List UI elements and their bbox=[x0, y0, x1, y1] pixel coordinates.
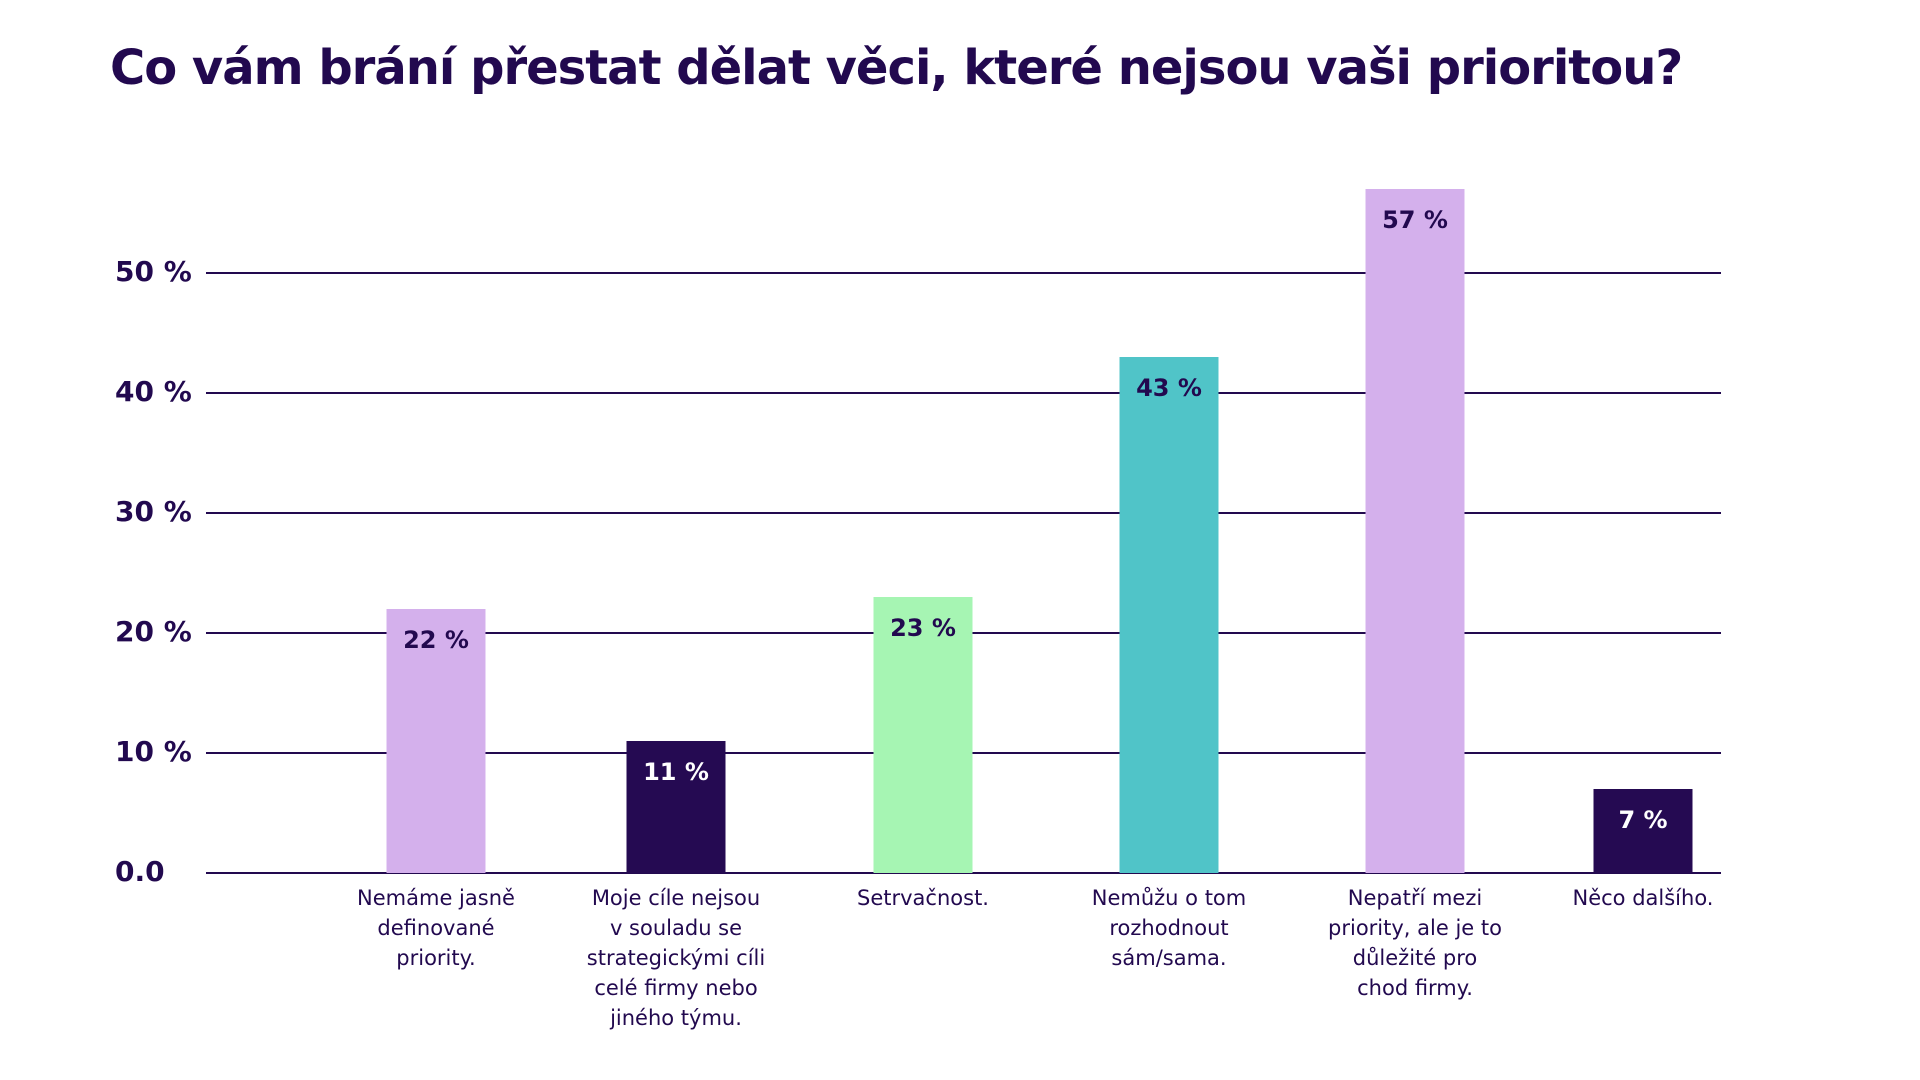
data-label: 23 % bbox=[890, 614, 956, 642]
x-tick-label: Nemůžu o tom rozhodnout sám/sama. bbox=[1091, 886, 1247, 970]
y-tick-label: 0.0 bbox=[115, 855, 165, 888]
x-tick-label: Moje cíle nejsou v souladu se strategick… bbox=[586, 886, 766, 1030]
bar bbox=[1593, 789, 1693, 873]
x-tick-label: Nepatří mezi priority, ale je to důležit… bbox=[1328, 886, 1502, 1000]
data-label: 43 % bbox=[1136, 374, 1202, 402]
data-label: 7 % bbox=[1618, 806, 1667, 834]
bar bbox=[1119, 357, 1219, 873]
chart-title: Co vám brání přestat dělat věci, které n… bbox=[110, 40, 1683, 96]
bar bbox=[386, 609, 486, 873]
data-label: 22 % bbox=[403, 626, 469, 654]
y-tick-label: 40 % bbox=[115, 375, 192, 408]
bar bbox=[626, 741, 726, 873]
data-label: 11 % bbox=[643, 758, 709, 786]
y-tick-label: 10 % bbox=[115, 735, 192, 768]
bar bbox=[873, 597, 973, 873]
data-label: 57 % bbox=[1382, 206, 1448, 234]
y-tick-label: 50 % bbox=[115, 255, 192, 288]
x-tick-label: Něco dalšího. bbox=[1572, 886, 1714, 910]
y-tick-label: 30 % bbox=[115, 495, 192, 528]
y-tick-label: 20 % bbox=[115, 615, 192, 648]
bar bbox=[1365, 189, 1465, 873]
x-tick-label: Nemáme jasně definované priority. bbox=[357, 886, 515, 970]
x-tick-label: Setrvačnost. bbox=[857, 886, 989, 910]
